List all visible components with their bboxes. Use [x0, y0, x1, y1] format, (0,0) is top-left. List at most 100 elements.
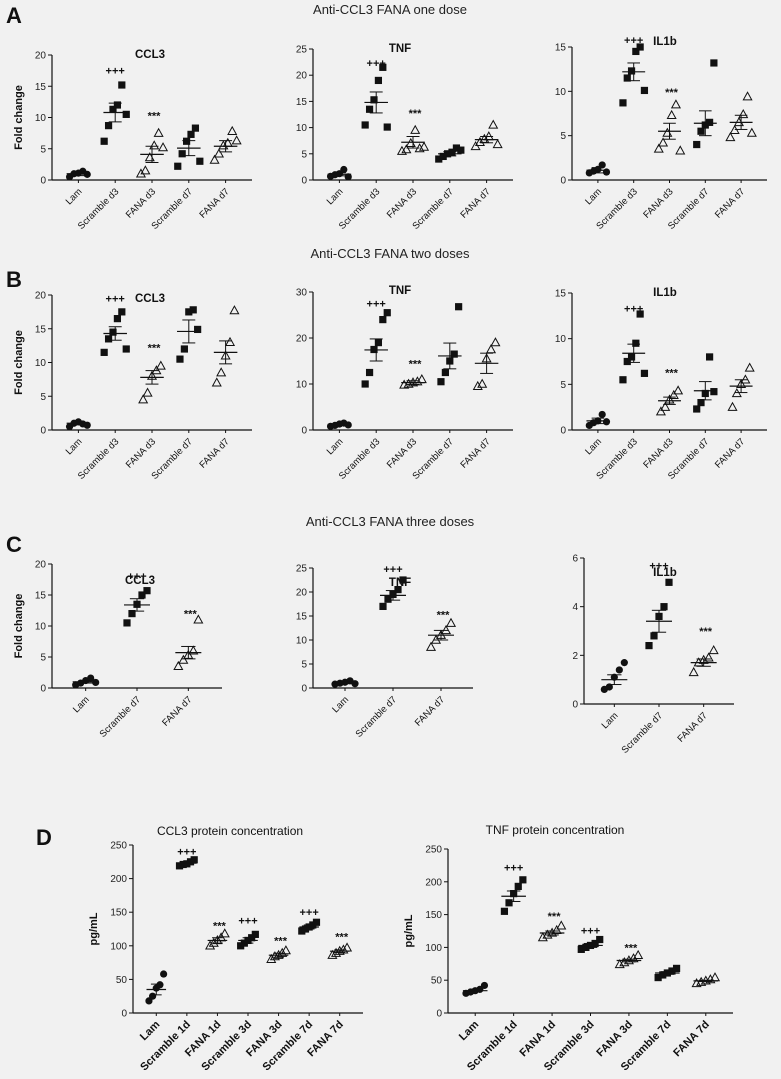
significance-label: ***: [665, 367, 679, 379]
data-point: [445, 617, 457, 627]
x-tick-label: FANA 7d: [671, 1019, 712, 1060]
data-point: [435, 155, 443, 163]
y-tick-label: 150: [110, 908, 127, 919]
data-point: [615, 666, 623, 674]
x-tick-label: Lam: [71, 694, 92, 715]
x-tick-label: FANA d7: [458, 436, 492, 470]
data-point: [189, 306, 197, 314]
data-point: [269, 951, 280, 961]
panel-letter-b: B: [6, 267, 22, 292]
data-point: [633, 949, 644, 959]
data-point: [401, 144, 412, 154]
data-point: [344, 173, 352, 181]
y-tick-label: 0: [301, 176, 307, 187]
data-point: [619, 376, 627, 384]
significance-label: +++: [624, 35, 643, 47]
y-tick-label: 20: [296, 71, 308, 82]
y-axis-label: Fold change: [13, 330, 25, 395]
significance-label: +++: [624, 304, 643, 316]
data-point: [176, 355, 184, 363]
significance-label: +++: [300, 907, 319, 919]
data-point: [660, 603, 668, 611]
data-point: [155, 360, 166, 370]
panel-letter-c: C: [6, 532, 22, 557]
data-point: [455, 303, 463, 311]
y-tick-label: 0: [40, 426, 46, 437]
data-point: [416, 373, 427, 384]
data-point: [178, 654, 189, 664]
data-point: [128, 610, 136, 618]
data-point: [100, 348, 108, 356]
chart-8: 0 2 4 6 IL1b Lam Scramble d7 FANA d7 +++ ***: [572, 554, 734, 756]
data-point: [693, 405, 701, 413]
data-point: [709, 972, 721, 982]
y-tick-label: 15: [555, 289, 567, 300]
y-tick-label: 0: [572, 700, 578, 711]
data-point: [113, 101, 122, 109]
data-point: [632, 339, 640, 347]
x-tick-label: Lam: [64, 436, 85, 457]
significance-label: +++: [238, 915, 257, 927]
data-point: [738, 108, 749, 119]
data-point: [483, 131, 494, 141]
data-point: [577, 945, 585, 953]
x-tick-label: Scramble d7: [620, 710, 665, 755]
chart-9: 0 50 100 150 200 250 CCL3 protein concentratio…: [88, 824, 363, 1073]
data-point: [188, 645, 199, 655]
data-point: [208, 937, 219, 947]
y-tick-label: 0: [560, 426, 566, 437]
data-point: [733, 116, 744, 127]
x-tick-label: FANA d7: [713, 186, 747, 220]
significance-label: ***: [625, 942, 639, 954]
y-tick-label: 20: [35, 291, 47, 302]
data-point: [623, 357, 631, 366]
data-point: [727, 401, 738, 411]
y-tick-label: 0: [301, 426, 307, 437]
y-tick-label: 25: [296, 45, 308, 56]
chart-title: IL1b: [653, 567, 677, 579]
data-point: [340, 165, 348, 174]
data-point: [490, 337, 501, 347]
data-point: [327, 949, 338, 959]
data-point: [193, 614, 204, 624]
x-tick-label: Lam: [325, 186, 346, 207]
y-tick-label: 100: [425, 943, 442, 954]
data-point: [180, 345, 188, 353]
y-tick-label: 15: [35, 82, 47, 93]
data-point: [185, 308, 193, 316]
x-tick-label: FANA 3d: [594, 1019, 635, 1060]
data-point: [211, 377, 222, 387]
data-point: [500, 907, 509, 915]
y-tick-label: 5: [40, 392, 46, 403]
data-point: [537, 932, 548, 942]
data-point: [251, 930, 259, 938]
y-tick-label: 15: [35, 591, 47, 602]
significance-label: ***: [548, 911, 562, 923]
data-point: [598, 410, 606, 419]
x-tick-label: Lam: [325, 436, 346, 457]
data-point: [659, 971, 667, 979]
y-tick-label: 5: [560, 380, 566, 391]
x-tick-label: FANA d3: [385, 186, 419, 220]
data-point: [338, 944, 349, 954]
data-point: [224, 336, 236, 346]
data-point: [149, 140, 160, 150]
data-point: [122, 110, 130, 118]
chart-title: TNF: [389, 285, 411, 297]
y-tick-label: 5: [560, 131, 566, 142]
chart-title: TNF: [389, 43, 411, 55]
data-point: [602, 418, 611, 426]
data-point: [153, 127, 164, 137]
x-tick-label: FANA d7: [413, 694, 447, 728]
data-point: [92, 678, 100, 687]
data-point: [627, 353, 636, 361]
data-point: [708, 645, 719, 655]
y-tick-label: 0: [40, 684, 46, 695]
data-point: [662, 127, 673, 137]
data-point: [209, 154, 220, 164]
data-point: [312, 918, 321, 926]
data-point: [118, 308, 126, 316]
data-point: [474, 136, 486, 146]
y-tick-label: 10: [296, 636, 308, 647]
data-point: [222, 137, 233, 147]
